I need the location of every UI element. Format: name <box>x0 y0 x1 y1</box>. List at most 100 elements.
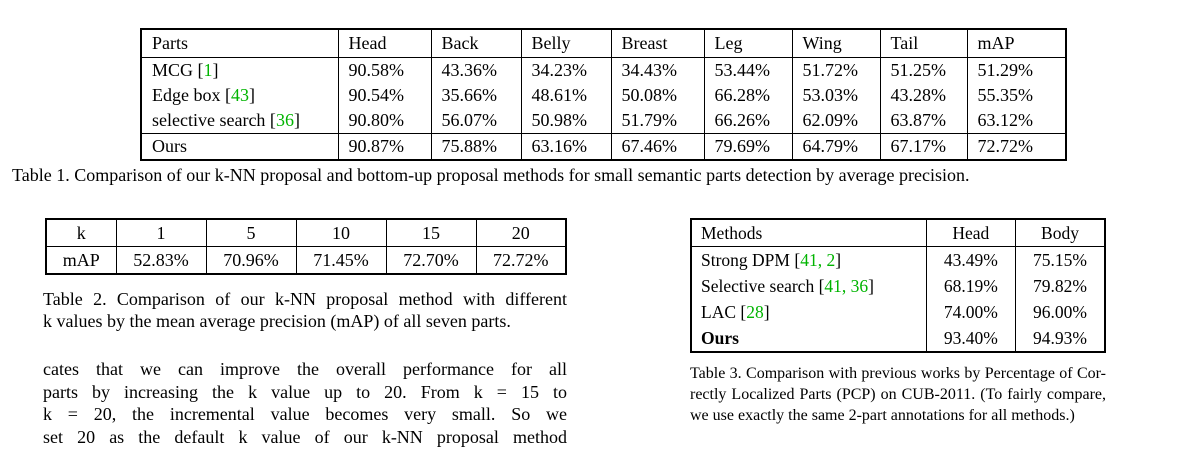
value-cell: 75.15% <box>1015 246 1105 273</box>
citation-link[interactable]: 41, 2 <box>800 249 836 270</box>
method-label: Edge box [43] <box>140 83 338 108</box>
value-cell: 48.61% <box>520 83 611 108</box>
value-cell: 53.03% <box>791 83 880 108</box>
bracket: ] <box>293 110 300 130</box>
table-1-row-ours: Ours 90.87% 75.88% 63.16% 67.46% 79.69% … <box>140 133 1066 160</box>
value-cell: 10 <box>295 218 387 247</box>
value-cell: 51.72% <box>791 57 880 83</box>
value-cell: 67.17% <box>879 133 967 160</box>
bracket: ] <box>763 301 770 322</box>
table-3-caption: Table 3. Comparison with previous works … <box>690 363 1106 426</box>
value-cell: 63.12% <box>966 108 1066 134</box>
method-name: MCG [ <box>152 60 204 80</box>
method-name: Ours <box>152 136 187 156</box>
value-cell: 66.26% <box>703 108 792 134</box>
caption-line: Table 3. Comparison with previous works … <box>690 365 1106 382</box>
table-3: Methods Head Body Strong DPM [41, 2] 43.… <box>690 218 1106 353</box>
value-cell: 51.29% <box>966 57 1066 83</box>
value-cell: 63.87% <box>879 108 967 134</box>
row-header-map: mAP <box>45 246 117 275</box>
method-label: selective search [36] <box>140 108 338 134</box>
method-label: Ours <box>140 133 338 160</box>
value-cell: 70.96% <box>205 246 297 275</box>
value-cell: 43.36% <box>430 57 521 83</box>
value-cell: 66.28% <box>703 83 792 108</box>
table-1-header-head: Head <box>337 29 431 58</box>
body-line: k = 20, the incremental value becomes ve… <box>43 404 567 425</box>
table-1-row-mcg: MCG [1] 90.58% 43.36% 34.23% 34.43% 53.4… <box>140 57 1066 83</box>
value-cell: 62.09% <box>791 108 880 134</box>
method-label: Strong DPM [41, 2] <box>690 246 927 273</box>
table-1-header-map: mAP <box>966 29 1066 58</box>
citation-link[interactable]: 1 <box>203 60 213 80</box>
value-cell: 90.54% <box>337 83 431 108</box>
value-cell: 90.87% <box>337 133 431 160</box>
body-paragraph: cates that we can improve the overall pe… <box>43 358 567 448</box>
table-1-header-breast: Breast <box>610 29 704 58</box>
value-cell: 68.19% <box>925 273 1016 299</box>
method-label: MCG [1] <box>140 57 338 83</box>
table-3-header-body: Body <box>1015 219 1105 247</box>
method-name: selective search [ <box>152 110 276 130</box>
value-cell: 35.66% <box>430 83 521 108</box>
bracket: ] <box>212 60 219 80</box>
value-cell: 1 <box>115 218 207 247</box>
value-cell: 50.08% <box>610 83 704 108</box>
value-cell: 34.23% <box>520 57 611 83</box>
right-column: Methods Head Body Strong DPM [41, 2] 43.… <box>690 218 1106 454</box>
value-cell: 53.44% <box>703 57 792 83</box>
value-cell: 55.35% <box>966 83 1066 108</box>
value-cell: 94.93% <box>1015 325 1105 352</box>
method-label: Selective search [41, 36] <box>690 273 927 299</box>
table-2-row-k: k 1 5 10 15 20 <box>45 218 567 247</box>
value-cell: 51.25% <box>879 57 967 83</box>
table-2-row-map: mAP 52.83% 70.96% 71.45% 72.70% 72.72% <box>45 246 567 275</box>
table-1-header-parts: Parts <box>140 29 338 58</box>
method-label: Ours <box>690 325 927 352</box>
value-cell: 63.16% <box>520 133 611 160</box>
value-cell: 72.72% <box>475 246 567 275</box>
body-line: cates that we can improve the overall pe… <box>43 359 567 379</box>
table-2-caption: Table 2. Comparison of our k-NN proposal… <box>43 288 567 332</box>
left-column: k 1 5 10 15 20 mAP 52.83% 70.96% 71.45% … <box>43 218 567 448</box>
value-cell: 90.58% <box>337 57 431 83</box>
method-name: Strong DPM [ <box>701 249 801 270</box>
table-1: Parts Head Back Belly Breast Leg Wing Ta… <box>140 28 1067 161</box>
bracket: ] <box>835 249 842 270</box>
citation-link[interactable]: 41, 36 <box>824 275 869 296</box>
value-cell: 96.00% <box>1015 299 1105 325</box>
value-cell: 15 <box>385 218 477 247</box>
value-cell: 93.40% <box>925 325 1016 352</box>
table-1-header-tail: Tail <box>879 29 967 58</box>
caption-line: we use exactly the same 2-part annotatio… <box>690 407 1075 424</box>
table-1-header-wing: Wing <box>791 29 880 58</box>
bracket: ] <box>248 85 255 105</box>
value-cell: 64.79% <box>791 133 880 160</box>
value-cell: 74.00% <box>925 299 1016 325</box>
table-3-row-strong-dpm: Strong DPM [41, 2] 43.49% 75.15% <box>690 246 1105 273</box>
value-cell: 79.69% <box>703 133 792 160</box>
citation-link[interactable]: 28 <box>746 301 764 322</box>
body-line: parts by increasing the k value up to 20… <box>43 381 567 402</box>
table-3-header-methods: Methods <box>690 219 927 247</box>
table-3-row-ours: Ours 93.40% 94.93% <box>690 325 1105 352</box>
value-cell: 56.07% <box>430 108 521 134</box>
value-cell: 75.88% <box>430 133 521 160</box>
method-name: Edge box [ <box>152 85 231 105</box>
table-3-header-head: Head <box>925 219 1016 247</box>
citation-link[interactable]: 36 <box>275 110 294 130</box>
value-cell: 50.98% <box>520 108 611 134</box>
citation-link[interactable]: 43 <box>230 85 249 105</box>
value-cell: 20 <box>475 218 567 247</box>
method-name: Ours <box>701 327 739 348</box>
table-3-row-lac: LAC [28] 74.00% 96.00% <box>690 299 1105 325</box>
value-cell: 52.83% <box>115 246 207 275</box>
caption-line: k values by the mean average precision (… <box>43 311 511 331</box>
value-cell: 43.28% <box>879 83 967 108</box>
value-cell: 5 <box>205 218 297 247</box>
table-2: k 1 5 10 15 20 mAP 52.83% 70.96% 71.45% … <box>45 218 567 275</box>
value-cell: 72.72% <box>966 133 1066 160</box>
method-label: LAC [28] <box>690 299 927 325</box>
value-cell: 79.82% <box>1015 273 1105 299</box>
